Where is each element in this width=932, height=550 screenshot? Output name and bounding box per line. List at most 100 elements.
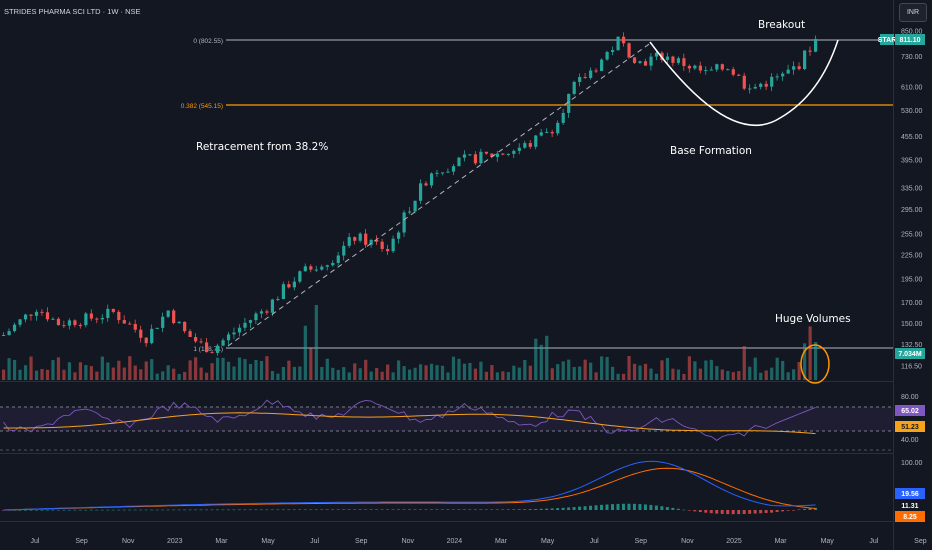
candle-body [605, 51, 609, 60]
volume-bar [139, 369, 143, 380]
volume-bar [605, 356, 609, 380]
candle-body [210, 352, 214, 354]
macd-hist-bar [248, 509, 252, 511]
volume-bar [45, 369, 50, 380]
macd-hist-bar [95, 509, 99, 511]
macd-hist-bar [429, 509, 433, 511]
volume-bar [353, 363, 357, 380]
volume-bar [51, 360, 55, 380]
trend-line[interactable] [227, 41, 653, 347]
candle-body [594, 70, 598, 72]
volume-bar [676, 369, 681, 380]
candle-body [561, 112, 565, 123]
macd-hist-bar [589, 505, 593, 510]
macd-hist-tag [895, 511, 925, 522]
candle-body [775, 76, 779, 78]
candle-body [89, 313, 93, 319]
macd-hist-bar [336, 509, 340, 511]
volume-bar [89, 366, 93, 380]
volume-bar [215, 357, 220, 380]
volume-bar [671, 368, 675, 380]
macd-hist-bar [715, 510, 719, 514]
candle-body [808, 50, 812, 52]
volume-bar [797, 362, 801, 380]
price-tick-label: 225.00 [901, 253, 923, 260]
volume-bar [128, 356, 132, 380]
candle-body [495, 153, 499, 158]
volume-bar [95, 371, 99, 380]
candle-body [665, 56, 670, 60]
volume-bar [726, 370, 730, 380]
macd-hist-bar [665, 507, 669, 510]
macd-hist-bar [803, 508, 807, 510]
rsi-level-80: 80.00 [901, 394, 919, 401]
macd-hist-bar [380, 509, 384, 511]
time-tick-label: Nov [402, 538, 415, 545]
macd-hist-bar [600, 504, 604, 510]
candle-body [2, 335, 6, 337]
volume-bar [792, 369, 796, 380]
candle-body [638, 61, 642, 63]
currency-button[interactable]: INR [899, 3, 927, 22]
volume-bar [205, 372, 209, 380]
candle-body [457, 157, 461, 167]
candle-body [418, 183, 423, 201]
macd-hist-bar [808, 508, 812, 510]
macd-hist-bar [292, 509, 296, 511]
macd-hist-bar [649, 504, 653, 510]
volume-tag-text: 7.034M [898, 351, 922, 358]
time-tick-label: Jul [310, 538, 319, 545]
macd-hist-bar [232, 509, 236, 511]
volume-bar [523, 359, 527, 380]
volume-bar [166, 365, 170, 380]
candle-body [7, 331, 11, 336]
price-tick-label: 455.00 [901, 134, 923, 141]
candle-body [51, 318, 55, 320]
volume-bar [539, 344, 543, 380]
time-tick-label: Jul [31, 538, 40, 545]
candle-body [550, 132, 554, 134]
macd-hist-bar [720, 510, 724, 514]
volume-bar [528, 365, 532, 380]
candle-body [473, 154, 478, 164]
macd-value-text: 19.56 [901, 491, 919, 498]
macd-hist-bar [161, 509, 165, 511]
macd-hist-bar [435, 509, 439, 511]
macd-hist-bar [111, 509, 115, 511]
macd-value-tag [895, 488, 925, 499]
candle-body [440, 172, 445, 174]
volume-highlight-ellipse[interactable] [800, 344, 830, 384]
volume-bar [594, 372, 598, 380]
macd-hist-bar [506, 509, 510, 510]
candle-body [23, 314, 28, 320]
volume-bar [451, 356, 456, 380]
macd-hist-bar [199, 509, 203, 511]
volume-bar [753, 357, 757, 380]
macd-hist-bar [424, 509, 428, 511]
volume-bar [56, 357, 61, 380]
breakout-annotation: Breakout [758, 19, 805, 31]
candle-body [715, 64, 719, 70]
time-tick-label: Mar [495, 538, 508, 545]
macd-hist-bar [792, 510, 796, 511]
volume-bar [440, 365, 445, 380]
cup-base-arc[interactable] [649, 39, 839, 127]
macd-hist-bar [375, 509, 379, 511]
volume-bar [342, 367, 346, 380]
macd-hist-bar [737, 510, 741, 515]
macd-hist-bar [567, 507, 571, 510]
time-tick-label: Jul [869, 538, 878, 545]
base-annotation: Base Formation [670, 145, 752, 157]
time-tick-label: Mar [775, 538, 788, 545]
candle-body [325, 265, 329, 267]
macd-hist-bar [73, 509, 77, 511]
macd-hist-bar [583, 506, 587, 510]
macd-hist-bar [550, 508, 554, 510]
price-tick-label: 610.00 [901, 84, 923, 91]
volume-bar [106, 362, 110, 380]
candle-body [183, 321, 187, 332]
candle-body [512, 150, 516, 154]
rsi-lines [3, 399, 816, 441]
macd-hist-bar [12, 509, 16, 511]
